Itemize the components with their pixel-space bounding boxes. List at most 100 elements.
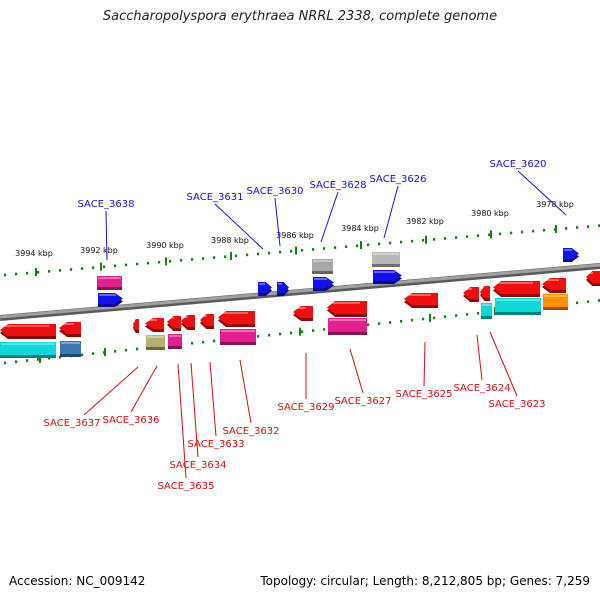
scale-dot [488, 233, 491, 237]
gene-feature-highlight [60, 323, 74, 325]
scale-dot [587, 300, 590, 303]
leader-line [489, 331, 518, 397]
scale-dot [455, 314, 458, 317]
gene-feature-highlight [328, 302, 360, 304]
gene-feature-body [327, 301, 367, 314]
gene-feature [181, 315, 195, 330]
gene-feature-highlight [564, 249, 572, 251]
gene-feature [145, 318, 164, 332]
gene-feature [328, 318, 367, 335]
scale-dot [532, 229, 535, 233]
scale-dot [103, 265, 106, 269]
gene-feature-highlight [374, 271, 395, 273]
leader-line [190, 362, 199, 458]
major-tick [104, 348, 106, 357]
gene-feature-body [59, 322, 81, 334]
gene-feature-body [0, 342, 56, 355]
gene-feature [0, 342, 56, 358]
scale-dot [81, 267, 84, 270]
reverse-gene-label: SACE_3623 [489, 399, 546, 410]
major-tick [35, 268, 37, 277]
backbone-line [0, 263, 600, 319]
scale-dot [576, 226, 579, 229]
gene-feature-body [563, 248, 579, 259]
scale-dot [26, 271, 29, 275]
leader-line [214, 203, 264, 250]
major-tick [490, 230, 492, 239]
scale-dot [257, 335, 260, 338]
gene-feature-body [146, 335, 165, 347]
gene-feature-body [97, 276, 122, 287]
gene-feature-highlight [544, 295, 567, 297]
gene-feature-body [542, 278, 566, 290]
gene-feature-body [328, 318, 367, 332]
scale-dot [411, 318, 414, 322]
genome-summary: Topology: circular; Length: 8,212,805 bp… [260, 574, 590, 588]
scale-dot [367, 243, 370, 247]
scale-dot [389, 321, 392, 324]
scale-tick-label: 3986 kbp [276, 231, 314, 240]
gene-feature [543, 294, 568, 310]
scale-dot [477, 311, 480, 315]
scale-dot [290, 249, 293, 253]
scale-dot [15, 360, 18, 364]
gene-feature-body [0, 324, 56, 336]
major-tick [299, 327, 301, 336]
scale-dot [400, 240, 403, 244]
scale-dot [543, 228, 546, 232]
scale-dot [433, 316, 436, 320]
gene-feature-highlight [1, 325, 49, 327]
accession-text: Accession: NC_009142 [9, 574, 146, 588]
gene-feature-highlight [294, 307, 306, 309]
forward-gene-label: SACE_3631 [187, 192, 244, 203]
gene-feature [258, 282, 272, 296]
scale-dot [125, 263, 128, 267]
leader-line [320, 191, 339, 243]
gene-feature-highlight [481, 287, 483, 289]
major-tick [425, 235, 427, 244]
major-tick [165, 257, 167, 266]
gene-feature-highlight [278, 283, 282, 285]
scale-dot [169, 259, 172, 263]
gene-feature-body [312, 259, 333, 271]
gene-feature-highlight [219, 312, 248, 314]
gene-feature-highlight [496, 299, 540, 301]
scale-dot [598, 299, 600, 302]
gene-feature [0, 324, 56, 339]
scale-tick-label: 3992 kbp [80, 246, 118, 255]
leader-line [383, 185, 399, 239]
scale-dot [191, 258, 194, 261]
forward-gene-label: SACE_3620 [490, 159, 547, 170]
scale-dot [455, 236, 458, 239]
chromosome-backbone [0, 263, 600, 321]
scale-tick-label: 3994 kbp [15, 249, 53, 258]
scale-dot [312, 248, 315, 251]
scale-dot [422, 317, 425, 321]
gene-feature-body [200, 314, 214, 326]
gene-feature [563, 248, 579, 262]
scale-dot [279, 250, 282, 254]
scale-dot [136, 262, 139, 266]
gene-feature [463, 287, 479, 302]
scale-tick-label: 3980 kbp [471, 209, 509, 218]
scale-dot [367, 323, 370, 327]
gene-feature [133, 319, 139, 333]
gene-feature [480, 286, 490, 301]
gene-feature-highlight [494, 282, 533, 284]
scale-dot [158, 260, 161, 264]
major-tick [230, 251, 232, 260]
gene-feature-highlight [134, 320, 135, 322]
scale-dot [411, 239, 414, 243]
leader-line [177, 363, 187, 479]
gene-feature-body [463, 287, 479, 299]
gene-feature-body [277, 282, 289, 293]
gene-feature-highlight [587, 272, 593, 274]
scale-dot [521, 230, 524, 234]
major-tick [295, 246, 297, 255]
gene-feature-body [293, 306, 313, 318]
scale-dot [323, 247, 326, 250]
scale-dot [180, 259, 183, 262]
gene-feature-body [372, 252, 400, 264]
gene-feature-highlight [147, 336, 164, 338]
gene-feature-highlight [221, 330, 255, 332]
